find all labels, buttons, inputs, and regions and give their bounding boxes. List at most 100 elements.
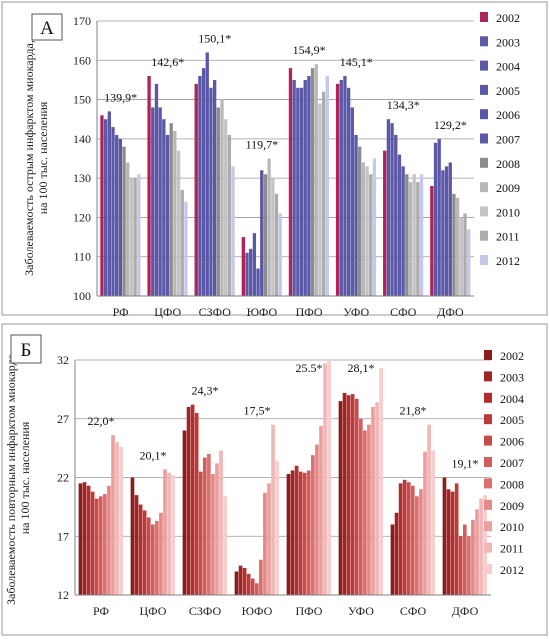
bar-a-СЗФО-2003 bbox=[198, 76, 202, 296]
bar-b-ЦФО-2004 bbox=[138, 504, 143, 595]
bar-b-РФ-2012 bbox=[119, 446, 123, 595]
legend-label-a: 2003 bbox=[496, 35, 520, 49]
bar-a-ПФО-2010 bbox=[318, 103, 322, 296]
bar-b-ЮФО-2007 bbox=[254, 583, 259, 595]
bar-b-РФ-2003 bbox=[82, 482, 87, 595]
panel-a-ytick-label: 130 bbox=[73, 171, 91, 185]
bar-b-ЮФО-2005 bbox=[246, 573, 251, 595]
legend-swatch-b-2010 bbox=[484, 521, 492, 532]
legend-label-a: 2009 bbox=[496, 181, 520, 195]
bar-a-ПФО-2006 bbox=[303, 79, 307, 297]
panel-a-ytick-label: 140 bbox=[73, 132, 91, 146]
bar-a-РФ-2007 bbox=[118, 138, 123, 296]
bar-b-СФО-2008 bbox=[415, 496, 419, 595]
bar-b-СЗФО-2007 bbox=[202, 457, 207, 595]
legend-swatch-a-2009 bbox=[480, 182, 488, 193]
bar-a-ЮФО-2004 bbox=[249, 248, 253, 296]
bar-a-ДФО-2003 bbox=[433, 142, 438, 296]
panel-a-xtick-label: УФО bbox=[343, 305, 369, 319]
bar-a-ДФО-2011 bbox=[463, 213, 467, 296]
bar-b-ДФО-2009 bbox=[471, 519, 475, 595]
bar-a-УФО-2011 bbox=[369, 174, 373, 296]
bar-b-УФО-2007 bbox=[358, 418, 363, 595]
legend-swatch-b-2008 bbox=[484, 478, 492, 489]
panel-b-xtick-label: РФ bbox=[93, 604, 109, 618]
bar-a-ДФО-2007 bbox=[448, 162, 452, 296]
bar-b-РФ-2002 bbox=[78, 483, 83, 596]
bar-a-ПФО-2003 bbox=[292, 79, 296, 297]
bar-a-УФО-2004 bbox=[343, 76, 347, 296]
bar-b-ЦФО-2005 bbox=[142, 510, 147, 595]
legend-swatch-a-2003 bbox=[480, 36, 488, 47]
bar-b-РФ-2005 bbox=[90, 491, 95, 595]
bar-a-ПФО-2009 bbox=[314, 64, 318, 297]
panel-b-annotation: 22,0* bbox=[88, 414, 115, 428]
panel-a-xtick-label: ДФО bbox=[437, 305, 464, 319]
panel-b-annotation: 21,8* bbox=[400, 404, 427, 418]
panel-a-xtick-label: РФ bbox=[113, 305, 129, 319]
bar-b-ДФО-2006 bbox=[458, 536, 463, 595]
panel-a-annotation: 139,9* bbox=[104, 90, 137, 104]
bar-b-ПФО-2004 bbox=[294, 465, 299, 595]
bar-b-УФО-2003 bbox=[342, 392, 347, 595]
legend-label-a: 2010 bbox=[496, 205, 520, 219]
legend-label-b: 2011 bbox=[500, 542, 524, 556]
bar-b-ЦФО-2009 bbox=[159, 512, 163, 595]
legend-swatch-b-2011 bbox=[484, 542, 492, 553]
bar-a-ПФО-2011 bbox=[321, 91, 326, 297]
bar-b-РФ-2004 bbox=[86, 485, 91, 595]
bar-b-ДФО-2005 bbox=[454, 483, 459, 596]
panel-a-ytick-label: 110 bbox=[73, 250, 91, 264]
panel-a-legend: 2002 2003 2004 2005 2006 2007 2008 2009 2010 2011… bbox=[480, 11, 520, 268]
bar-a-СЗФО-2006 bbox=[209, 87, 213, 296]
bar-a-УФО-2003 bbox=[339, 79, 343, 297]
legend-swatch-b-2006 bbox=[484, 435, 492, 446]
panel-b-ytick-label: 22 bbox=[57, 471, 69, 485]
legend-swatch-b-2002 bbox=[484, 350, 492, 360]
bar-b-СФО-2005 bbox=[402, 479, 407, 595]
bar-b-УФО-2002 bbox=[338, 401, 343, 596]
bar-b-ЦФО-2007 bbox=[150, 524, 155, 595]
bar-b-ДФО-2011 bbox=[479, 498, 483, 595]
bar-a-СФО-2010 bbox=[412, 174, 416, 296]
bar-b-РФ-2007 bbox=[98, 496, 103, 595]
bar-b-СФО-2010 bbox=[423, 451, 427, 595]
bar-a-РФ-2005 bbox=[111, 127, 115, 296]
bar-a-ПФО-2004 bbox=[296, 87, 300, 296]
bar-b-ЮФО-2010 bbox=[267, 483, 271, 596]
panel-b-ytick-label: 17 bbox=[57, 529, 69, 543]
bar-a-РФ-2004 bbox=[107, 111, 111, 296]
panel-b-ytick-label: 32 bbox=[57, 353, 69, 367]
bar-a-РФ-2003 bbox=[103, 119, 108, 297]
legend-label-a: 2011 bbox=[496, 230, 520, 244]
panel-b-legend: 2002 2003 2004 2005 2006 2007 2008 2009 2010 2011… bbox=[484, 349, 524, 577]
legend-label-b: 2009 bbox=[500, 499, 524, 513]
bar-a-ЮФО-2010 bbox=[271, 178, 275, 296]
bar-b-ЮФО-2009 bbox=[263, 492, 267, 595]
bar-b-СЗФО-2010 bbox=[215, 463, 219, 595]
bar-a-ДФО-2008 bbox=[452, 193, 456, 296]
panel-b-ytick-label: 27 bbox=[57, 412, 69, 426]
bar-b-ЦФО-2002 bbox=[130, 477, 135, 595]
bar-a-ПФО-2007 bbox=[307, 76, 311, 296]
bar-a-ЦФО-2009 bbox=[173, 131, 177, 296]
bar-a-ДФО-2009 bbox=[455, 197, 460, 296]
bar-a-УФО-2008 bbox=[358, 146, 362, 296]
panel-b-yticks: 12 17 22 27 32 bbox=[57, 353, 69, 602]
bar-a-СФО-2008 bbox=[405, 174, 409, 296]
bar-b-ЦФО-2010 bbox=[163, 469, 167, 595]
bar-a-ЦФО-2007 bbox=[165, 134, 170, 296]
bar-a-ДФО-2006 bbox=[444, 166, 449, 296]
panel-a-ytick-label: 150 bbox=[73, 93, 91, 107]
panel-a-xtick-label: ПФО bbox=[296, 305, 323, 319]
bar-a-СЗФО-2008 bbox=[216, 107, 220, 297]
bar-a-УФО-2007 bbox=[354, 134, 358, 296]
legend-swatch-a-2008 bbox=[480, 157, 488, 168]
bar-a-ЮФО-2005 bbox=[252, 233, 257, 296]
bar-b-ПФО-2005 bbox=[298, 471, 303, 596]
bar-b-СЗФО-2011 bbox=[219, 450, 223, 595]
bar-a-РФ-2009 bbox=[126, 162, 130, 296]
legend-swatch-a-2004 bbox=[480, 60, 488, 71]
legend-swatch-b-2005 bbox=[484, 414, 492, 425]
bar-a-ЦФО-2003 bbox=[151, 107, 155, 297]
